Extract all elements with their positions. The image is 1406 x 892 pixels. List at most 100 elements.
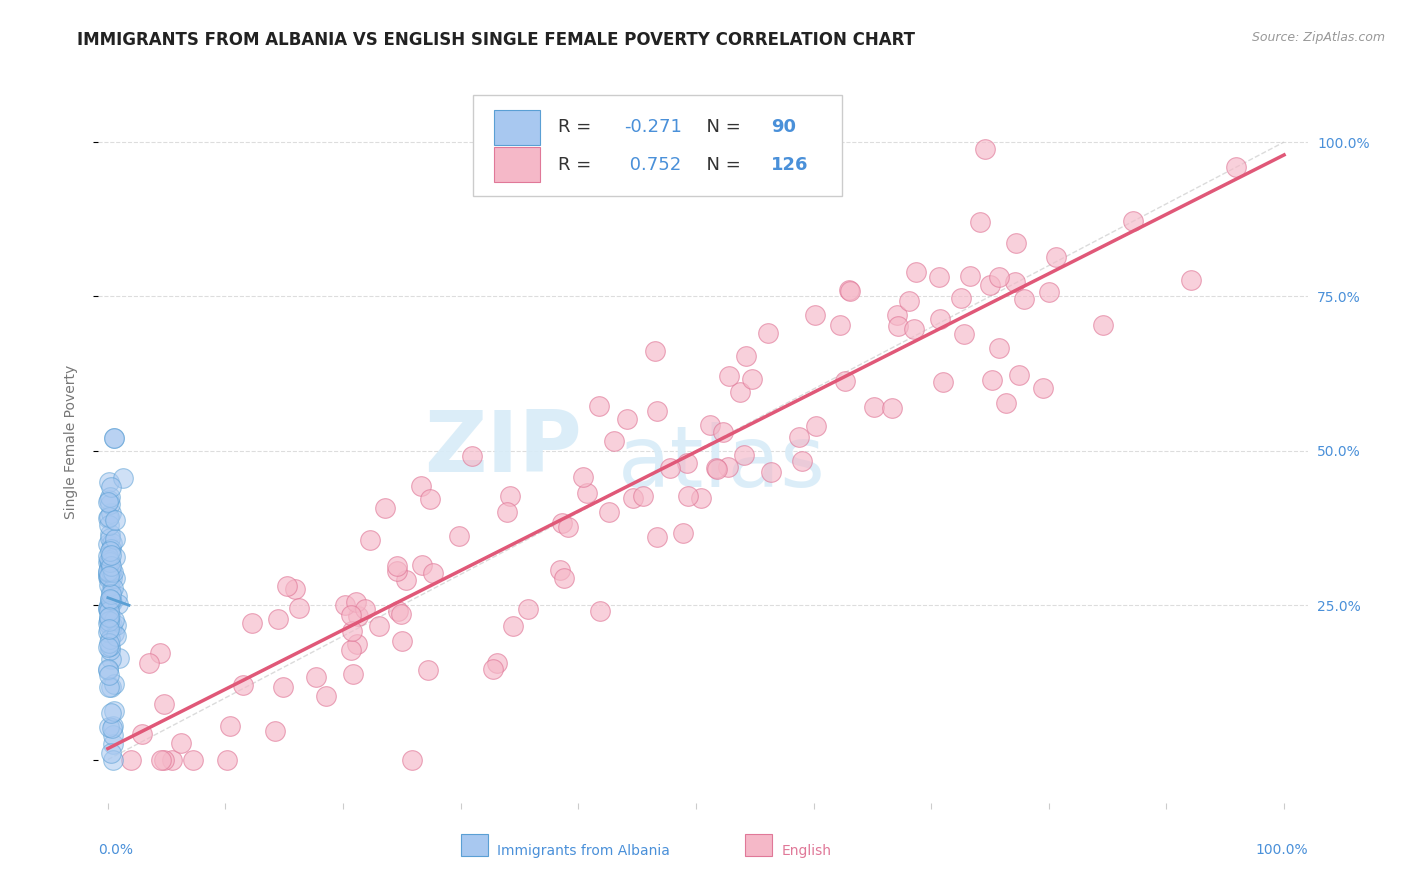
Point [98,510,121,524]
Point [97,572,120,586]
Point [953,326,976,341]
Point [411,558,433,573]
Bar [745,834,772,855]
Point [517,602,540,616]
Point [387,604,409,618]
Point [101,535,124,549]
Point [97,662,120,676]
Point [699,418,721,433]
FancyBboxPatch shape [474,95,842,196]
Point [100,480,122,494]
Point [97,492,120,507]
Text: N =: N = [695,156,747,174]
Point [103,677,125,691]
Point [928,270,950,285]
Point [995,396,1018,410]
Point [101,581,124,595]
Point [354,602,377,616]
Text: Source: ZipAtlas.com: Source: ZipAtlas.com [1251,31,1385,45]
Point [100,593,122,607]
Point [359,533,381,547]
Point [100,652,122,666]
Point [551,516,574,531]
Point [838,284,860,298]
Point [368,619,391,633]
Point [790,454,813,468]
Point [98,531,121,545]
Point [100,542,122,557]
Point [112,471,135,485]
Point [988,341,1011,355]
Point [603,434,626,449]
Point [389,607,412,622]
Text: Immigrants from Albania: Immigrants from Albania [498,844,671,858]
Point [647,404,669,418]
Point [598,505,620,519]
Point [1004,276,1026,290]
Point [101,719,124,733]
Point [97,601,120,615]
Point [97,537,120,551]
Point [1045,250,1067,264]
Point [100,746,122,760]
Point [97,555,120,569]
Point [346,637,368,651]
Point [100,595,122,609]
Point [97,664,120,678]
Point [1091,318,1114,332]
Point [107,651,129,665]
Point [267,611,290,625]
Point [98,610,121,624]
Point [344,595,367,609]
Point [104,550,127,565]
Point [422,566,444,581]
Point [152,697,174,711]
Point [97,680,120,694]
Point [100,571,122,585]
Point [98,615,121,629]
Bar [461,834,488,855]
Point [1004,236,1026,251]
Point [647,530,669,544]
Point [616,412,638,426]
Text: ZIP: ZIP [425,408,582,491]
Point [929,311,952,326]
Point [717,369,740,384]
Point [218,719,240,733]
Point [98,553,121,567]
Point [103,432,125,446]
Text: IMMIGRANTS FROM ALBANIA VS ENGLISH SINGLE FEMALE POVERTY CORRELATION CHART: IMMIGRANTS FROM ALBANIA VS ENGLISH SINGL… [77,31,915,49]
Point [486,656,509,670]
Point [733,448,755,462]
Y-axis label: Single Female Poverty: Single Female Poverty [63,365,77,518]
Point [149,647,172,661]
Point [1122,214,1144,228]
Point [340,643,363,657]
Point [98,555,121,569]
Point [104,532,127,546]
Point [97,564,120,578]
Point [496,505,519,519]
Point [305,670,328,684]
Point [98,475,121,489]
Point [315,689,337,703]
Point [502,619,524,633]
Point [806,418,828,433]
Point [98,592,121,607]
Point [904,265,927,279]
Point [100,587,122,601]
Point [103,614,125,628]
Point [728,385,751,400]
Point [98,598,121,612]
Point [98,608,121,623]
Text: 126: 126 [770,156,808,174]
Point [232,678,254,692]
Point [419,491,441,506]
Point [862,401,884,415]
Text: N =: N = [695,119,747,136]
Point [882,401,904,416]
Point [100,506,122,520]
Point [804,309,827,323]
Point [787,430,810,444]
Point [333,598,356,612]
